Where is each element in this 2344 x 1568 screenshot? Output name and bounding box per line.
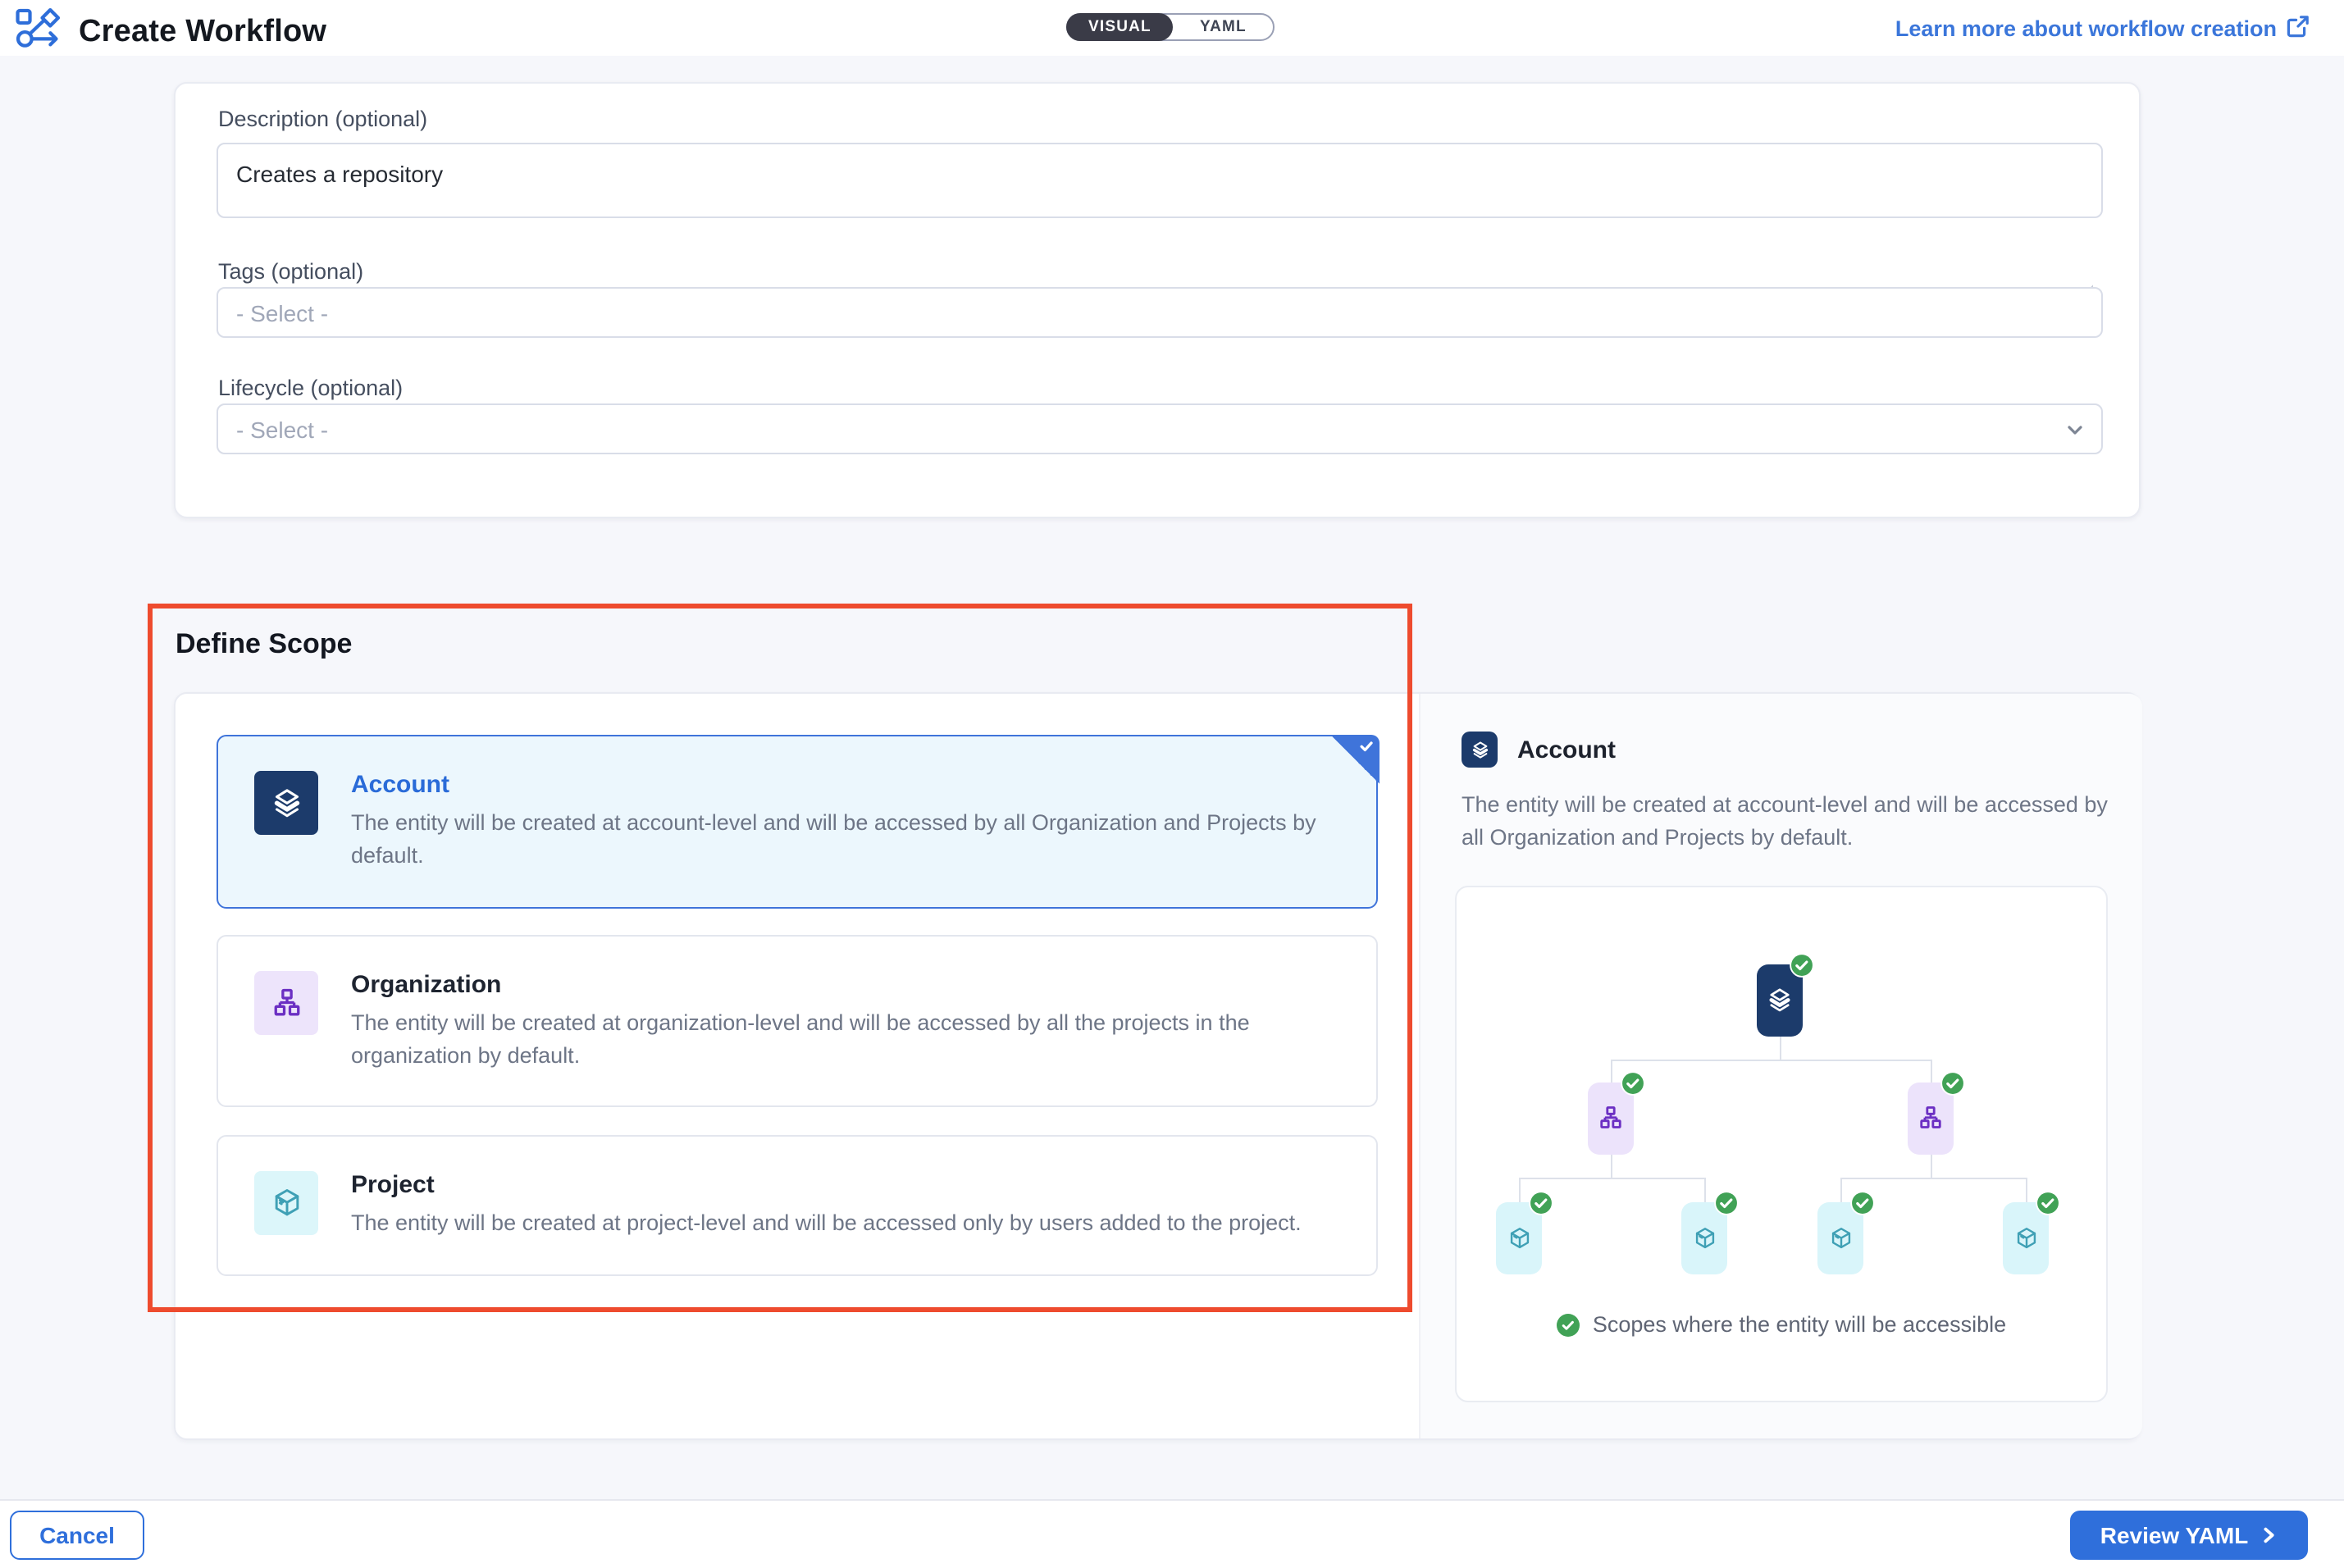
learn-more-label: Learn more about workflow creation — [1895, 16, 2277, 41]
toggle-visual[interactable]: VISUAL — [1066, 13, 1174, 41]
diagram-account-node — [1757, 964, 1803, 1037]
check-badge-icon — [1556, 1313, 1580, 1336]
lifecycle-select[interactable] — [217, 403, 2103, 454]
diagram-project-node — [2003, 1202, 2049, 1274]
check-badge-icon — [1790, 953, 1814, 978]
diagram-project-node — [1817, 1202, 1863, 1274]
check-badge-icon — [1529, 1191, 1553, 1215]
diagram-organization-node — [1908, 1083, 1954, 1155]
option-title: Account — [351, 771, 449, 799]
check-badge-icon — [2036, 1191, 2060, 1215]
footer-bar: Cancel Review YAML — [0, 1499, 2344, 1568]
page-header: Create Workflow VISUAL YAML Learn more a… — [0, 0, 2344, 56]
cancel-label: Cancel — [39, 1522, 115, 1548]
account-layers-icon — [1462, 732, 1498, 768]
learn-more-link[interactable]: Learn more about workflow creation — [1895, 15, 2310, 43]
visual-yaml-toggle: VISUAL YAML — [1066, 13, 1275, 41]
tags-label: Tags (optional) — [218, 259, 364, 284]
diagram-project-node — [1681, 1202, 1727, 1274]
scope-option-project[interactable]: Project The entity will be created at pr… — [217, 1135, 1378, 1276]
toggle-yaml[interactable]: YAML — [1199, 18, 1247, 36]
external-link-icon — [2287, 15, 2310, 43]
define-scope-card: Account The entity will be created at ac… — [174, 692, 2142, 1440]
chevron-right-icon — [2263, 1527, 2273, 1543]
scope-option-account[interactable]: Account The entity will be created at ac… — [217, 734, 1379, 909]
description-input[interactable]: Creates a repository — [217, 143, 2103, 218]
project-cube-icon — [254, 1171, 318, 1235]
diagram-organization-node — [1588, 1083, 1634, 1155]
check-badge-icon — [1940, 1071, 1965, 1096]
review-yaml-button[interactable]: Review YAML — [2070, 1511, 2308, 1560]
lifecycle-label: Lifecycle (optional) — [218, 376, 404, 400]
selected-corner-check-icon — [1329, 734, 1379, 783]
workflow-icon — [15, 7, 64, 59]
diagram-project-node — [1496, 1202, 1542, 1274]
check-badge-icon — [1714, 1191, 1739, 1215]
option-description: The entity will be created at account-le… — [351, 810, 1316, 868]
review-yaml-label: Review YAML — [2100, 1522, 2249, 1548]
page-title: Create Workflow — [79, 15, 327, 49]
define-scope-heading: Define Scope — [176, 628, 353, 659]
scope-diagram: Scopes where the entity will be accessib… — [1455, 886, 2108, 1402]
cancel-button[interactable]: Cancel — [10, 1511, 144, 1560]
check-badge-icon — [1850, 1191, 1875, 1215]
detail-title: Account — [1517, 736, 1616, 763]
check-badge-icon — [1621, 1071, 1645, 1096]
option-title: Project — [351, 1171, 435, 1199]
option-description: The entity will be created at project-le… — [351, 1210, 1302, 1235]
scope-options-list: Account The entity will be created at ac… — [176, 694, 1419, 1438]
option-description: The entity will be created at organizati… — [351, 1010, 1250, 1068]
detail-description: The entity will be created at account-le… — [1462, 792, 2108, 850]
workflow-form-card: Description (optional) Creates a reposit… — [174, 82, 2141, 518]
tags-input[interactable] — [217, 287, 2103, 338]
diagram-caption-label: Scopes where the entity will be accessib… — [1592, 1312, 2007, 1337]
organization-sitemap-icon — [254, 971, 318, 1035]
scope-detail-panel: Account The entity will be created at ac… — [1419, 694, 2142, 1438]
account-layers-icon — [254, 771, 318, 835]
scope-option-organization[interactable]: Organization The entity will be created … — [217, 935, 1378, 1107]
option-title: Organization — [351, 971, 502, 999]
description-label: Description (optional) — [218, 107, 428, 131]
